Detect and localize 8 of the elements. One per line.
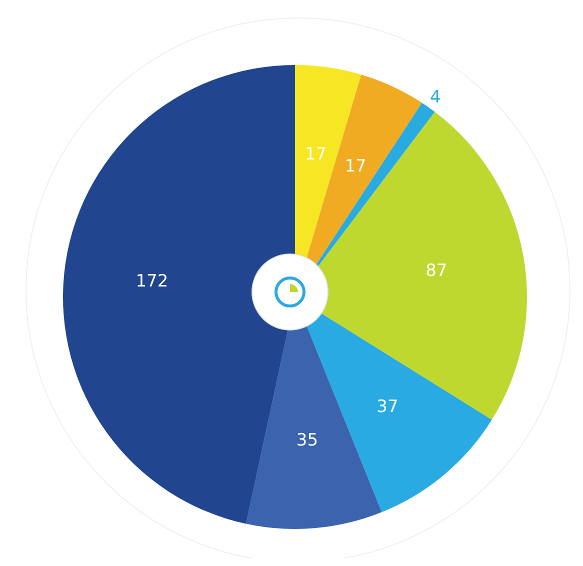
pie-slice bbox=[63, 65, 295, 524]
data-label: 17 bbox=[344, 156, 366, 177]
data-label: 87 bbox=[426, 260, 448, 281]
data-label: 172 bbox=[136, 272, 168, 292]
data-label: 17 bbox=[304, 144, 327, 165]
data-label: 35 bbox=[296, 430, 318, 450]
data-label: 4 bbox=[430, 87, 441, 108]
data-label: 37 bbox=[376, 397, 398, 418]
